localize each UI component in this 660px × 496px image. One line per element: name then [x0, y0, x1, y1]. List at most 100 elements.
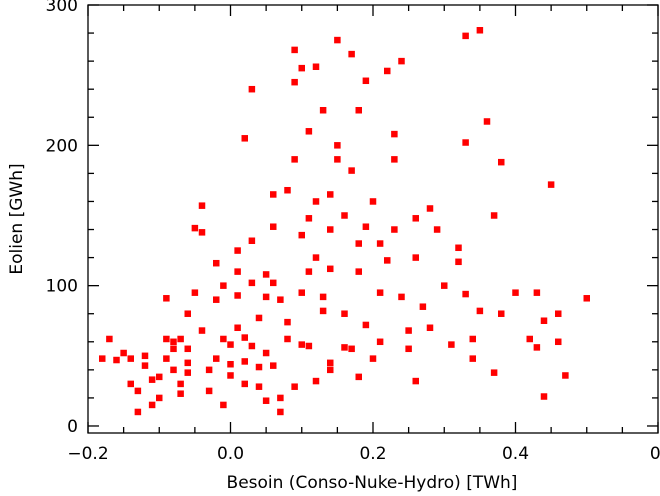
scatter-point: [562, 372, 569, 379]
scatter-point: [262, 293, 270, 301]
scatter-point: [455, 258, 462, 266]
scatter-point: [305, 128, 313, 135]
x-tick-label: 0.4: [502, 444, 529, 464]
scatter-point: [341, 344, 348, 351]
scatter-point: [476, 307, 484, 315]
scatter-point: [319, 106, 327, 114]
scatter-point: [234, 324, 241, 332]
scatter-point: [469, 355, 476, 362]
scatter-point: [134, 408, 142, 416]
scatter-point: [540, 317, 548, 324]
scatter-point: [490, 369, 498, 376]
scatter-point: [369, 198, 377, 205]
scatter-point: [255, 314, 263, 322]
scatter-point: [284, 186, 291, 194]
scatter-point: [412, 377, 419, 385]
scatter-point: [213, 259, 220, 267]
scatter-point: [384, 67, 391, 75]
scatter-point: [177, 390, 184, 397]
scatter-point: [255, 383, 263, 390]
scatter-point: [334, 156, 341, 163]
scatter-point: [213, 355, 220, 362]
scatter-point: [234, 268, 241, 275]
scatter-point: [277, 296, 284, 303]
y-tick-labels: 0 100 200 300: [46, 0, 78, 437]
scatter-point: [270, 191, 277, 198]
scatter-point: [327, 191, 334, 198]
scatter-point: [205, 366, 213, 374]
scatter-point: [270, 362, 277, 369]
scatter-point: [312, 198, 320, 205]
scatter-point: [255, 363, 263, 371]
scatter-point: [327, 265, 334, 273]
scatter-point: [220, 282, 227, 289]
scatter-point: [483, 118, 491, 125]
scatter-point: [127, 355, 134, 362]
scatter-point: [156, 373, 163, 381]
scatter-point: [419, 303, 427, 310]
scatter-point: [248, 279, 256, 287]
scatter-point: [241, 380, 248, 388]
scatter-point: [319, 293, 327, 301]
scatter-point: [198, 327, 206, 334]
scatter-point: [376, 289, 384, 296]
scatter-point: [327, 366, 334, 374]
scatter-point: [141, 352, 149, 360]
scatter-point: [205, 387, 213, 395]
scatter-point: [134, 387, 142, 395]
scatter-point: [498, 158, 505, 166]
x-axis-title: Besoin (Conso-Nuke-Hydro) [TWh]: [227, 473, 518, 493]
scatter-point: [391, 156, 398, 163]
scatter-point: [291, 46, 298, 54]
x-tick-label: 0.0: [217, 444, 244, 464]
scatter-point: [241, 135, 248, 142]
scatter-point: [305, 342, 313, 350]
scatter-point: [170, 366, 177, 374]
scatter-point: [555, 310, 562, 317]
scatter-point: [284, 318, 291, 326]
scatter-point: [262, 349, 270, 357]
scatter-point: [526, 335, 533, 343]
scatter-point: [191, 289, 199, 296]
scatter-point: [198, 202, 206, 209]
scatter-point: [376, 240, 384, 247]
scatter-point: [141, 362, 149, 369]
scatter-point: [348, 50, 355, 58]
scatter-point: [312, 377, 320, 385]
scatter-point: [227, 360, 234, 368]
scatter-point: [177, 335, 184, 343]
scatter-point: [369, 355, 377, 362]
scatter-point: [184, 310, 191, 317]
scatter-point: [362, 77, 370, 85]
scatter-point: [170, 345, 177, 353]
scatter-point: [312, 254, 320, 261]
scatter-point: [298, 231, 305, 239]
scatter-point: [163, 295, 170, 302]
scatter-point: [448, 341, 455, 348]
scatter-point: [163, 355, 170, 362]
scatter-point: [227, 341, 234, 348]
scatter-point: [191, 224, 199, 232]
scatter-point: [213, 296, 220, 303]
scatter-point: [327, 226, 334, 233]
scatter-point: [540, 393, 548, 400]
scatter-point: [291, 78, 298, 86]
scatter-point: [248, 237, 256, 245]
scatter-point: [120, 349, 127, 357]
scatter-point: [462, 139, 469, 146]
scatter-point: [405, 327, 412, 334]
scatter-point: [319, 307, 327, 315]
scatter-point: [270, 279, 277, 287]
y-tick-label: 300: [46, 0, 78, 16]
scatter-point: [334, 36, 341, 44]
scatter-point: [426, 205, 434, 212]
scatter-point: [284, 335, 291, 343]
scatter-point: [398, 57, 405, 65]
scatter-point: [305, 215, 313, 222]
scatter-point: [291, 156, 298, 163]
scatter-point: [113, 356, 120, 364]
scatter-point: [148, 376, 156, 383]
scatter-point: [398, 293, 405, 301]
scatter-point: [533, 344, 541, 351]
